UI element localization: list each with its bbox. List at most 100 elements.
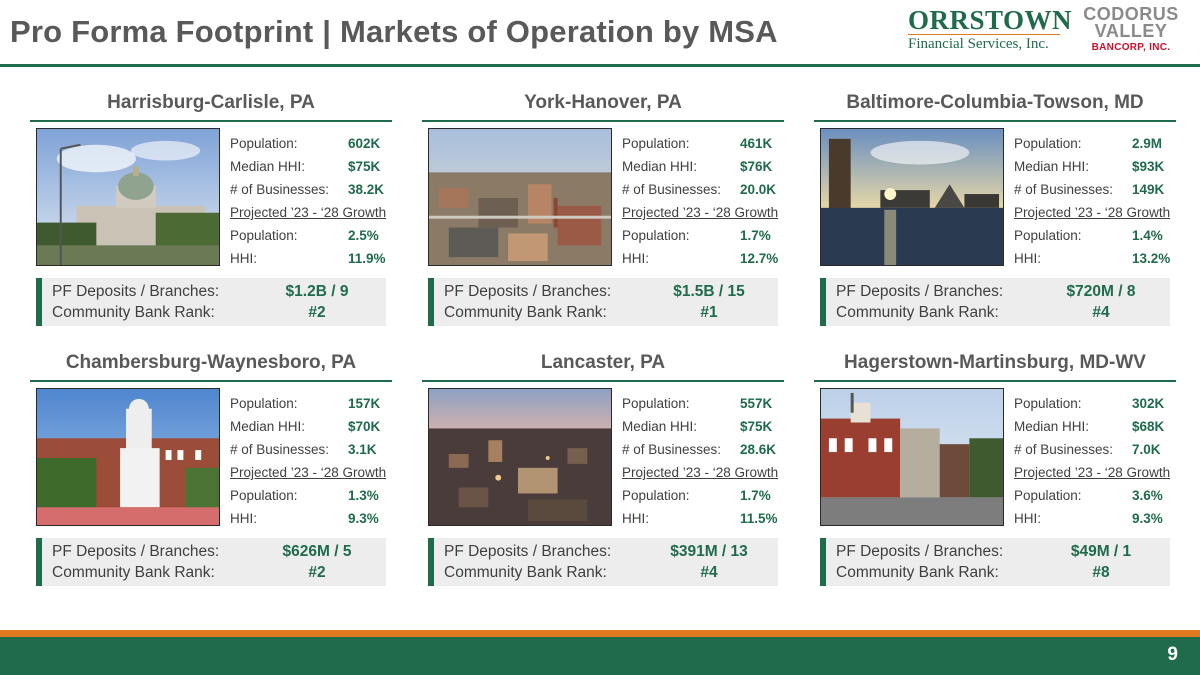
deposits-label: PF Deposits / Branches: <box>52 283 220 300</box>
market-card-york: York-Hanover, PA Population: 461K Median … <box>422 92 784 326</box>
median-hhi-label: Median HHI: <box>622 419 698 434</box>
deposit-summary-box: PF Deposits / Branches: $391M / 13 Commun… <box>428 538 778 586</box>
growth-hhi-value: 11.9% <box>348 251 386 266</box>
growth-hhi-label: HHI: <box>230 511 257 526</box>
median-hhi-label: Median HHI: <box>1014 419 1090 434</box>
market-title: Lancaster, PA <box>540 352 666 373</box>
market-divider <box>422 380 784 382</box>
orrstown-logo: ORRSTOWN Financial Services, Inc. <box>908 5 1073 56</box>
population-label: Population: <box>1014 396 1082 411</box>
deposit-summary-box: PF Deposits / Branches: $1.2B / 9 Communi… <box>36 278 386 326</box>
growth-population-value: 1.3% <box>348 488 379 503</box>
market-divider <box>422 120 784 122</box>
deposits-branches-value: $1.5B / 15 <box>673 283 745 300</box>
deposit-summary-box: PF Deposits / Branches: $49M / 1 Communit… <box>820 538 1170 586</box>
market-stats: Population: 602K Median HHI: $75K # of Bus… <box>230 132 392 270</box>
orrstown-logo-subtitle: Financial Services, Inc. <box>908 34 1060 52</box>
population-label: Population: <box>230 136 298 151</box>
rank-value: #4 <box>1092 304 1110 321</box>
market-card-lancaster: Lancaster, PA Population: 557K Median HHI… <box>422 352 784 586</box>
growth-population-label: Population: <box>230 488 298 503</box>
rank-label: Community Bank Rank: <box>836 564 999 581</box>
market-stats: Population: 2.9M Median HHI: $93K # of Bus… <box>1014 132 1176 270</box>
businesses-value: 38.2K <box>348 182 385 197</box>
page-title: Pro Forma Footprint | Markets of Operati… <box>10 14 778 49</box>
growth-hhi-value: 12.7% <box>740 251 779 266</box>
growth-population-value: 2.5% <box>348 228 379 243</box>
businesses-label: # of Businesses: <box>622 442 722 457</box>
rank-label: Community Bank Rank: <box>52 304 215 321</box>
growth-header: Projected ’23 - ‘28 Growth <box>622 465 779 480</box>
market-stats: Population: 302K Median HHI: $68K # of Bus… <box>1014 392 1176 530</box>
median-hhi-label: Median HHI: <box>230 159 306 174</box>
market-photo-baltimore-harbor <box>820 128 1004 266</box>
rank-label: Community Bank Rank: <box>836 304 999 321</box>
population-label: Population: <box>1014 136 1082 151</box>
median-hhi-label: Median HHI: <box>230 419 306 434</box>
market-photo-lancaster-aerial <box>428 388 612 526</box>
market-title: Baltimore-Columbia-Towson, MD <box>846 92 1144 113</box>
businesses-label: # of Businesses: <box>1014 442 1114 457</box>
median-hhi-label: Median HHI: <box>622 159 698 174</box>
market-photo-capitol-building <box>36 128 220 266</box>
market-title: Harrisburg-Carlisle, PA <box>107 92 315 113</box>
growth-header: Projected ’23 - ‘28 Growth <box>230 205 387 220</box>
market-card-baltimore: Baltimore-Columbia-Towson, MD Population… <box>814 92 1176 326</box>
businesses-label: # of Businesses: <box>230 442 330 457</box>
market-photo-hagerstown-street <box>820 388 1004 526</box>
median-hhi-label: Median HHI: <box>1014 159 1090 174</box>
orrstown-logo-name: ORRSTOWN <box>908 5 1073 35</box>
deposit-summary-box: PF Deposits / Branches: $1.5B / 15 Commun… <box>428 278 778 326</box>
median-hhi-value: $76K <box>740 159 773 174</box>
median-hhi-value: $70K <box>348 419 381 434</box>
growth-hhi-label: HHI: <box>230 251 257 266</box>
growth-header: Projected ’23 - ‘28 Growth <box>1014 205 1171 220</box>
growth-hhi-label: HHI: <box>1014 511 1041 526</box>
codorus-logo-subtitle: BANCORP, INC. <box>1091 42 1171 53</box>
median-hhi-value: $68K <box>1132 419 1165 434</box>
growth-hhi-label: HHI: <box>622 251 649 266</box>
businesses-value: 149K <box>1132 182 1165 197</box>
median-hhi-value: $93K <box>1132 159 1165 174</box>
growth-population-value: 3.6% <box>1132 488 1163 503</box>
deposits-branches-value: $391M / 13 <box>670 543 748 560</box>
deposits-label: PF Deposits / Branches: <box>444 543 612 560</box>
rank-value: #1 <box>700 304 718 321</box>
title-divider <box>0 64 1200 67</box>
market-title: York-Hanover, PA <box>524 92 682 113</box>
market-card-chambersburg: Chambersburg-Waynesboro, PA Population: 1… <box>30 352 392 586</box>
market-card-harrisburg: Harrisburg-Carlisle, PA Population: 602K … <box>30 92 392 326</box>
businesses-label: # of Businesses: <box>622 182 722 197</box>
codorus-logo-line2: VALLEY <box>1094 21 1168 41</box>
market-photo-courthouse <box>36 388 220 526</box>
market-photo-york-aerial <box>428 128 612 266</box>
median-hhi-value: $75K <box>348 159 381 174</box>
population-label: Population: <box>622 136 690 151</box>
growth-hhi-label: HHI: <box>1014 251 1041 266</box>
growth-hhi-label: HHI: <box>622 511 649 526</box>
deposits-label: PF Deposits / Branches: <box>836 283 1004 300</box>
rank-value: #2 <box>308 304 326 321</box>
growth-hhi-value: 11.5% <box>740 511 778 526</box>
market-divider <box>30 120 392 122</box>
footer-green-band <box>0 637 1200 675</box>
deposit-summary-box: PF Deposits / Branches: $720M / 8 Communi… <box>820 278 1170 326</box>
growth-header: Projected ’23 - ‘28 Growth <box>1014 465 1171 480</box>
rank-value: #8 <box>1092 564 1110 581</box>
market-stats: Population: 461K Median HHI: $76K # of Bus… <box>622 132 784 270</box>
deposits-label: PF Deposits / Branches: <box>52 543 220 560</box>
rank-label: Community Bank Rank: <box>444 564 607 581</box>
rank-value: #4 <box>700 564 718 581</box>
codorus-valley-logo: CODORUS VALLEY BANCORP, INC. <box>1073 4 1189 60</box>
codorus-logo-line1: CODORUS <box>1083 4 1179 24</box>
growth-population-label: Population: <box>622 488 690 503</box>
growth-header: Projected ’23 - ‘28 Growth <box>230 465 387 480</box>
growth-population-value: 1.7% <box>740 488 771 503</box>
growth-population-label: Population: <box>1014 488 1082 503</box>
businesses-label: # of Businesses: <box>230 182 330 197</box>
market-title: Hagerstown-Martinsburg, MD-WV <box>844 352 1146 373</box>
deposits-label: PF Deposits / Branches: <box>444 283 612 300</box>
growth-population-label: Population: <box>622 228 690 243</box>
businesses-value: 7.0K <box>1132 442 1161 457</box>
population-value: 302K <box>1132 396 1165 411</box>
